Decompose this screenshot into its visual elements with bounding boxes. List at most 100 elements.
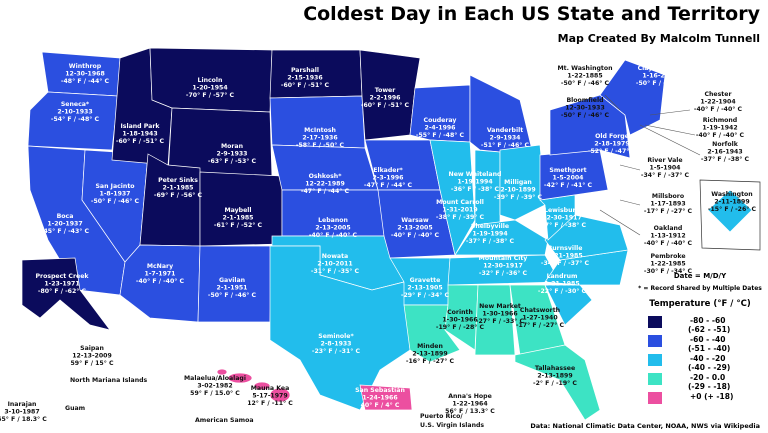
label-temp: -15° F / -26° C	[708, 205, 757, 213]
label-temp: -60° F / -51° C	[116, 137, 165, 145]
label-temp: -70° F / -57° C	[186, 91, 235, 99]
label-temp: -34° F / -37° C	[541, 259, 590, 267]
label-place: Gravette	[410, 277, 441, 284]
label-date: 2-2-1996	[370, 95, 401, 102]
label-place: Tower	[375, 87, 397, 94]
label-date: 1-21-1985	[547, 253, 582, 260]
label-date: 1-22-1904	[700, 99, 736, 106]
shared-note: * = Record Shared by Multiple Dates	[638, 285, 762, 292]
label-place: Oakland	[654, 225, 683, 232]
label-temp: -17° F / -27° C	[516, 321, 565, 329]
legend-swatch	[648, 316, 662, 328]
label-temp: -23° F / -31° C	[312, 347, 361, 355]
label-temp: -19° F / -28° C	[436, 323, 485, 331]
label-temp: -17° F / -27° C	[644, 207, 693, 215]
label-temp: -40° F / -40° C	[696, 131, 745, 139]
label-date: 2-1-1985	[223, 215, 254, 222]
label-temp: -55° F / -48° C	[416, 131, 465, 139]
label-place: Minden	[417, 343, 443, 350]
label-date: 12-30-1933	[565, 105, 605, 112]
legend-sub: (-40 - -29)	[688, 363, 730, 372]
label-date: 2-13-2005	[315, 225, 350, 232]
label-date: 2-8-1933	[321, 341, 352, 348]
label-temp: -61° F / -52° C	[214, 221, 263, 229]
label-date: 2-1-1985	[163, 185, 194, 192]
label-temp: -63° F / -53° C	[208, 157, 257, 165]
label-date: 2-13-1905	[407, 285, 442, 292]
label-date: 2-9-1933	[217, 151, 248, 158]
label-temp: 59° F / 15° C	[70, 359, 114, 367]
label-temp: -37° F / -38° C	[538, 221, 587, 229]
label-date: 3-02-1982	[197, 383, 232, 390]
label-date: 1-8-1937	[100, 191, 131, 198]
leader-lines	[599, 94, 701, 236]
label-date: 2-17-1936	[302, 135, 337, 142]
label-temp: 56° F / 13.3° C	[445, 407, 495, 415]
label-temp: -47° F / -44° C	[364, 181, 413, 189]
legend-label: -20 - 0.0	[690, 373, 725, 382]
label-temp: -34° F / -37° C	[641, 171, 690, 179]
label-date: 2-13-2005	[397, 225, 432, 232]
label-place: Maybell	[224, 207, 251, 214]
label-place: Elkader*	[373, 167, 403, 174]
label-place: Tallahassee	[535, 365, 575, 372]
label-temp: -22° F / -30° C	[538, 287, 587, 295]
label-place: Mount Carroll	[436, 199, 484, 206]
label-place: Malaelua/Aloalagi	[184, 375, 246, 382]
label-temp: -40° F / -40° C	[309, 231, 358, 239]
label-place: Burnsville	[548, 245, 583, 252]
label-date: 2-10-2011	[317, 261, 352, 268]
label-temp: -27° F / -33° C	[476, 317, 525, 325]
label-place: Richmond	[703, 117, 738, 124]
label-place: McNary	[147, 263, 173, 270]
label-date: 1-30-1966	[442, 317, 477, 324]
legend-label: -80 - -60	[690, 316, 725, 325]
label-date: 2-10-1899	[500, 187, 535, 194]
label-place: Anna's Hope	[448, 393, 492, 400]
label-temp: -60° F / -51° C	[281, 81, 330, 89]
label-place: Island Park	[121, 123, 161, 130]
label-place: Mauna Kea	[251, 385, 290, 392]
legend-label: -40 - -20	[690, 354, 725, 363]
label-place: New Whiteland	[449, 171, 502, 178]
label-place: Mountain City	[479, 255, 528, 262]
label-date: 12-30-1968	[65, 71, 105, 78]
label-date: 12-30-1917	[542, 215, 582, 222]
label-temp: -32° F / -36° C	[479, 269, 528, 277]
subtitle: Map Created By Malcolm Tunnell	[558, 32, 760, 45]
legend-swatch	[648, 335, 662, 347]
label-temp: -37° F / -38° C	[466, 237, 515, 245]
label-temp: -50° F / -46° C	[91, 197, 140, 205]
label-date: 2-3-1996	[373, 175, 404, 182]
label-date: 2-9-1934	[490, 135, 522, 142]
label-temp: -38° F / -39° C	[436, 213, 485, 221]
label-date: 2-11-1899	[714, 199, 749, 206]
legend-label: -60 - -40	[690, 335, 725, 344]
label-temp: -30° F / -34° C	[644, 267, 693, 275]
label-date: 1-31-2019	[442, 207, 477, 214]
region-name: Guam	[65, 405, 85, 412]
label-place: Saipan	[80, 345, 104, 352]
label-date: 2-4-1996	[425, 125, 456, 132]
label-date: 12-30-1917	[483, 263, 523, 270]
label-place: Peter Sinks	[158, 177, 198, 184]
label-temp: -40° F / -40° C	[136, 277, 185, 285]
label-date: 1-16-2009	[642, 73, 677, 80]
label-place: Nowata	[322, 253, 348, 260]
label-place: River Vale	[647, 157, 682, 164]
label-place: Lebanon	[318, 217, 348, 224]
label-temp: -52° F / -47° C	[588, 147, 637, 155]
label-date: 1-22-1964	[452, 401, 488, 408]
region-name: U.S. Virgin Islands	[420, 422, 484, 429]
label-place: Parshall	[291, 67, 319, 74]
label-place: McIntosh	[304, 127, 336, 134]
label-temp: -36° F / -38° C	[451, 185, 500, 193]
label-place: Old Forge	[595, 133, 629, 140]
label-date: 1-13-1912	[650, 233, 685, 240]
label-temp: -50° F / -46° C	[561, 79, 610, 87]
label-place: Corinth	[447, 309, 473, 316]
label-place: Winthrop	[69, 63, 102, 70]
label-temp: -58° F / -50° C	[296, 141, 345, 149]
label-date: 2-1-1951	[217, 285, 248, 292]
label-date: 1-19-1994	[472, 231, 508, 238]
